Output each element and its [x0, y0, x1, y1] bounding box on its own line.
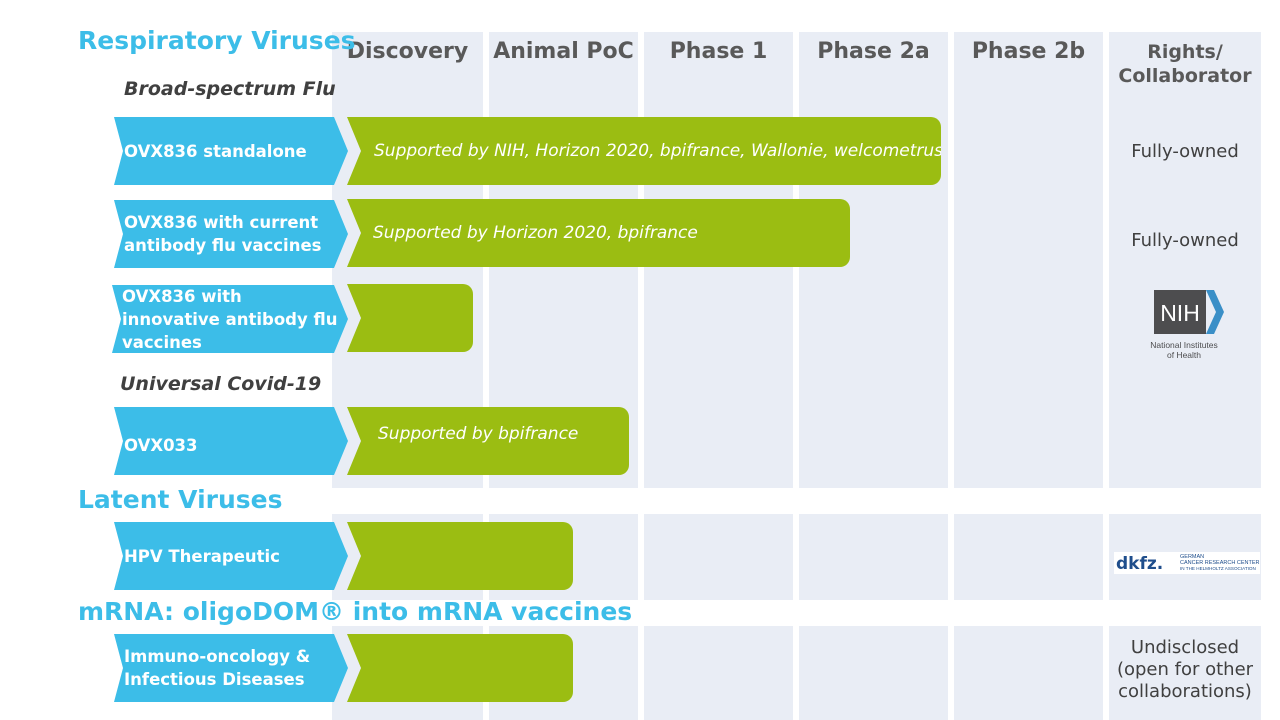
column-bg-phase1-bot — [644, 626, 793, 720]
program-name: HPV Therapeutic — [124, 546, 280, 566]
program-name: OVX836 with current antibody flu vaccine… — [124, 213, 322, 255]
program-label-hpv: HPV Therapeutic — [114, 522, 348, 590]
nih-logo-caption-1: National Institutes — [1150, 340, 1218, 350]
program-label-ovx836-standalone: OVX836 standalone — [114, 117, 348, 185]
program-label-ovx033: OVX033 — [114, 407, 348, 475]
rights-immuno-oncology: Undisclosed (open for other collaboratio… — [1116, 637, 1254, 702]
rights-ovx836-standalone: Fully-owned — [1131, 141, 1239, 162]
dkfz-logo-line-2: CANCER RESEARCH CENTER — [1180, 560, 1259, 566]
subsection-covid: Universal Covid-19 — [120, 373, 322, 395]
program-label-ovx836-innovative: OVX836 with innovative antibody flu vacc… — [112, 285, 348, 353]
column-bg-phase2a-bot — [799, 626, 948, 720]
program-name: OVX836 with innovative antibody flu vacc… — [122, 286, 338, 352]
column-bg-phase2b-mid — [954, 514, 1103, 600]
section-title-latent: Latent Viruses — [78, 485, 283, 514]
section-title-mrna: mRNA: oligoDOM® into mRNA vaccines — [78, 597, 633, 626]
column-header-phase-2b: Phase 2b — [971, 39, 1086, 64]
column-bg-phase2a-mid — [799, 514, 948, 600]
nih-logo-mark: NIH — [1160, 300, 1200, 326]
program-name: OVX033 — [124, 435, 198, 455]
column-header-phase-2a: Phase 2a — [817, 39, 930, 64]
bar-label: Supported by Horizon 2020, bpifrance — [373, 223, 698, 243]
rights-ovx836-current: Fully-owned — [1131, 230, 1239, 251]
subsection-flu: Broad-spectrum Flu — [124, 78, 336, 100]
progress-bar-immuno-oncology — [347, 634, 573, 702]
progress-bar-ovx836-current: Supported by Horizon 2020, bpifrance — [347, 199, 850, 267]
column-header-discovery: Discovery — [346, 39, 469, 64]
section-title-respiratory: Respiratory Viruses — [78, 26, 356, 55]
progress-bar-hpv — [347, 522, 573, 590]
nih-logo: NIH National Institutes of Health — [1150, 290, 1224, 360]
column-bg-phase1-mid — [644, 514, 793, 600]
dkfz-logo: dkfz. GERMAN CANCER RESEARCH CENTER IN T… — [1114, 552, 1260, 574]
dkfz-logo-mark: dkfz. — [1116, 554, 1163, 574]
column-header-rights: Rights/ Collaborator — [1118, 41, 1252, 87]
column-header-phase-1: Phase 1 — [669, 39, 768, 64]
progress-bar-ovx836-innovative — [347, 284, 473, 352]
column-header-animal-poc: Animal PoC — [493, 39, 634, 64]
dkfz-logo-line-3: IN THE HELMHOLTZ ASSOCIATION — [1180, 566, 1256, 571]
nih-logo-caption-2: of Health — [1167, 350, 1201, 360]
column-bg-phase2b-top — [954, 32, 1103, 488]
column-bg-rights-bot — [1109, 626, 1261, 720]
column-bg-phase2b-bot — [954, 626, 1103, 720]
program-label-immuno-oncology: Immuno-oncology & Infectious Diseases — [114, 634, 348, 702]
column-bg-rights-top — [1109, 32, 1261, 488]
bar-label: Supported by bpifrance — [378, 424, 579, 444]
program-label-ovx836-current: OVX836 with current antibody flu vaccine… — [114, 200, 348, 268]
program-name: OVX836 standalone — [124, 141, 307, 161]
progress-bar-ovx033: Supported by bpifrance — [347, 407, 629, 475]
bar-label: Supported by NIH, Horizon 2020, bpifranc… — [374, 141, 950, 161]
program-name: Immuno-oncology & Infectious Diseases — [124, 647, 311, 689]
progress-bar-ovx836-standalone: Supported by NIH, Horizon 2020, bpifranc… — [347, 117, 941, 185]
dkfz-logo-line-1: GERMAN — [1180, 554, 1204, 560]
